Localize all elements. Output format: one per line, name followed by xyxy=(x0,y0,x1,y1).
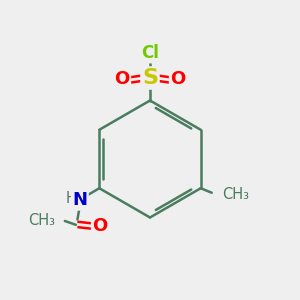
Text: O: O xyxy=(115,70,130,88)
Text: N: N xyxy=(72,191,87,209)
Text: H: H xyxy=(65,191,76,206)
Text: S: S xyxy=(142,68,158,88)
Text: O: O xyxy=(170,70,185,88)
Text: Cl: Cl xyxy=(141,44,159,62)
Text: CH₃: CH₃ xyxy=(28,213,55,228)
Text: O: O xyxy=(92,217,108,235)
Text: CH₃: CH₃ xyxy=(222,187,249,202)
